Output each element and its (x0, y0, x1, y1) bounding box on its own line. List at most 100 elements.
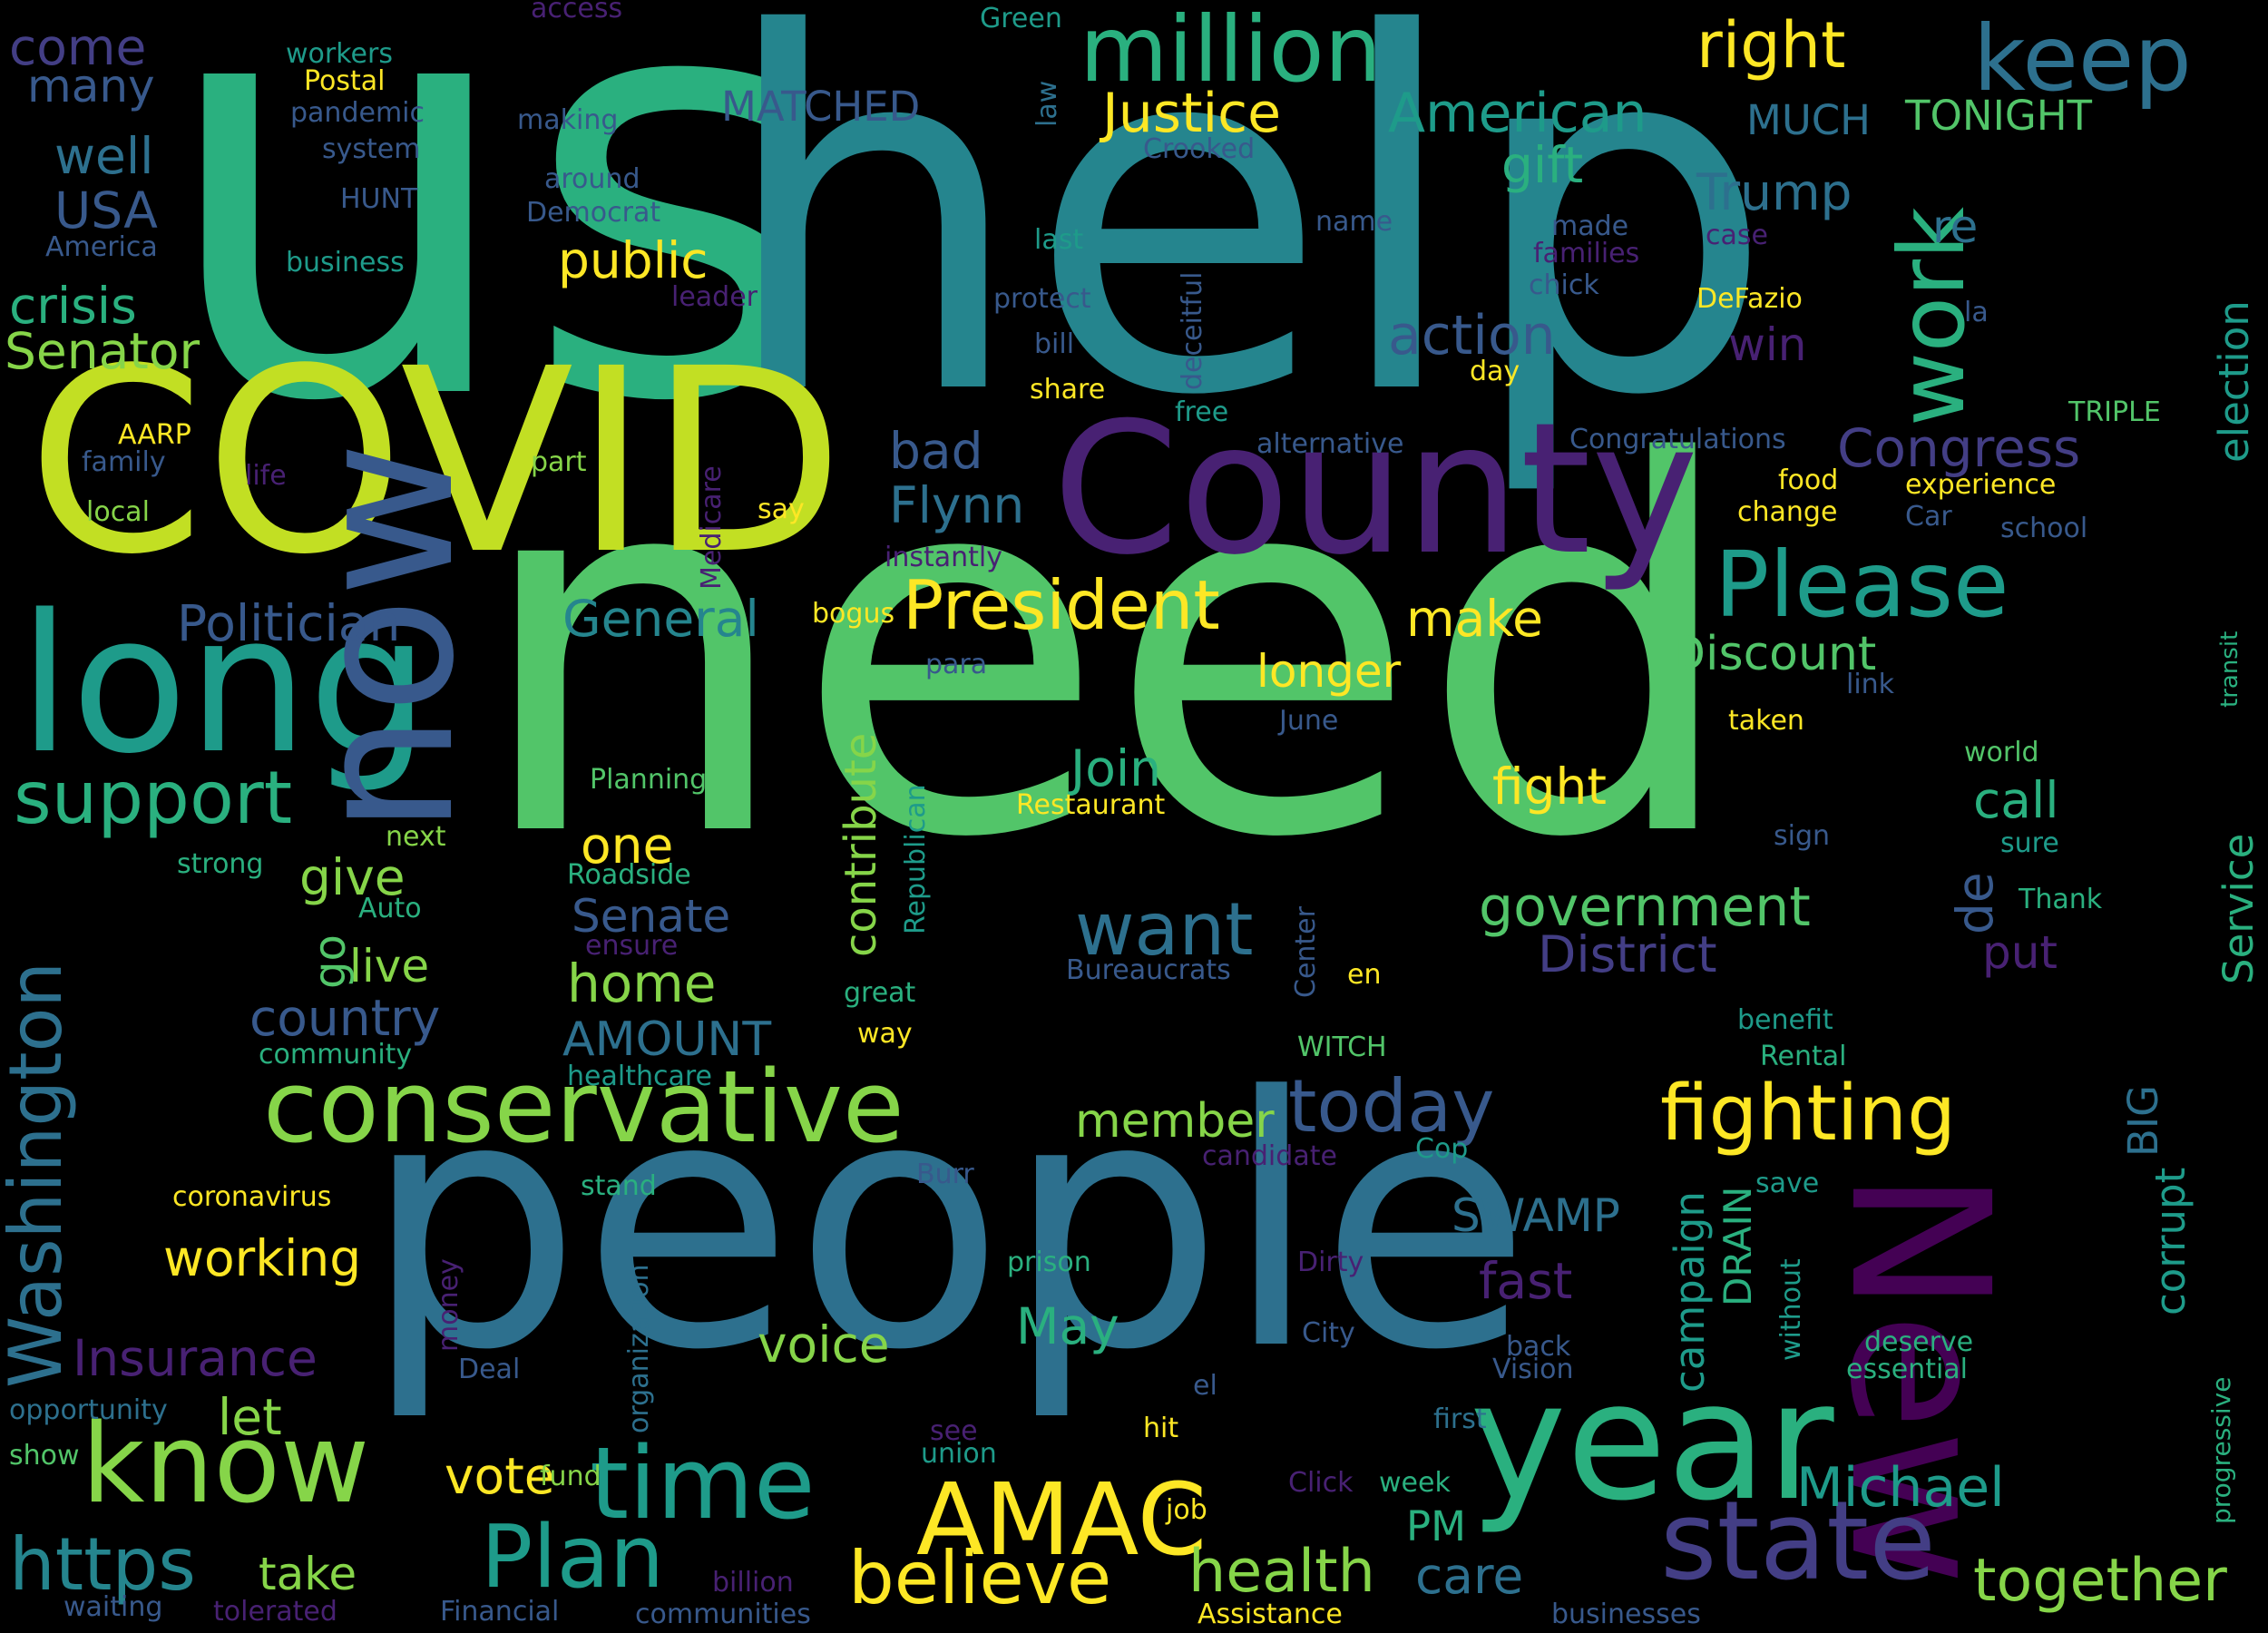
word-la: la (1964, 297, 1989, 328)
word-instantly: instantly (885, 542, 1002, 573)
word-campaign: campaign (1666, 1191, 1714, 1393)
word-crisis: crisis (9, 277, 137, 335)
word-health: health (1188, 1538, 1375, 1606)
word-time: time (590, 1425, 816, 1541)
word-senate: Senate (572, 890, 731, 943)
word-planning: Planning (590, 764, 708, 796)
word-amac: AMAC (916, 1462, 1207, 1578)
word-witch: WITCH (1297, 1032, 1387, 1063)
word-bureaucrats: Bureaucrats (1066, 954, 1231, 986)
word-medicare: Medicare (696, 465, 728, 590)
word-covid: COVID (27, 315, 845, 611)
word-progressive: progressive (2206, 1376, 2236, 1524)
word-money: money (433, 1258, 464, 1352)
word-https: https (9, 1522, 196, 1607)
word-healthcare: healthcare (567, 1061, 712, 1092)
word-workers: workers (286, 38, 393, 70)
word-justice: Justice (1102, 82, 1282, 145)
word-pandemic: pandemic (290, 97, 425, 129)
word-without: without (1775, 1258, 1807, 1361)
word-win: win (1728, 318, 1807, 371)
word-communities: communities (635, 1599, 811, 1630)
word-law: law (1031, 80, 1063, 127)
word-last: last (1034, 224, 1084, 256)
word-next: next (386, 821, 446, 853)
word-prison: prison (1007, 1247, 1091, 1278)
word-corrupt: corrupt (2146, 1167, 2195, 1315)
word-crooked: Crooked (1143, 133, 1256, 165)
word-keep: keep (1973, 5, 2192, 112)
word-together: together (1973, 1547, 2227, 1615)
word-june: June (1279, 705, 1339, 737)
word-case: case (1706, 220, 1768, 251)
word-dirty: Dirty (1297, 1247, 1364, 1278)
word-week: week (1379, 1467, 1451, 1499)
word-vision: Vision (1492, 1354, 1574, 1385)
word-burr: Burr (916, 1159, 974, 1190)
word-general: General (562, 590, 759, 648)
word-families: families (1533, 238, 1640, 269)
word-president: President (903, 565, 1220, 645)
word-stand: stand (581, 1170, 657, 1202)
word-great: great (844, 977, 916, 1009)
word-support: support (14, 756, 293, 840)
word-people: people (363, 1023, 1532, 1425)
word-benefit: benefit (1737, 1004, 1833, 1036)
word-plan: Plan (481, 1508, 665, 1608)
word-deal: Deal (458, 1354, 521, 1385)
word-world: world (1964, 737, 2039, 768)
word-conservative: conservative (263, 1049, 904, 1165)
word-leader: leader (671, 281, 758, 313)
word-union: union (921, 1438, 997, 1470)
word-tonight: TONIGHT (1905, 92, 2093, 140)
word-ensure: ensure (585, 930, 679, 962)
word-organization: organization (623, 1264, 655, 1433)
word-para: para (925, 649, 988, 680)
word-need: need (472, 357, 1742, 949)
word-democrat: Democrat (526, 197, 661, 229)
word-give: give (299, 848, 406, 906)
word-government: government (1479, 875, 1811, 939)
word-care: care (1415, 1547, 1524, 1605)
word-republican: Republican (900, 784, 932, 934)
word-coronavirus: coronavirus (172, 1181, 332, 1213)
word-de: de (1946, 872, 2004, 934)
word-discount: Discount (1669, 627, 1877, 681)
word-tolerated: tolerated (213, 1596, 337, 1628)
word-take: take (259, 1548, 357, 1600)
word-local: local (86, 496, 150, 528)
word-alternative: alternative (1256, 428, 1404, 460)
word-el: el (1193, 1370, 1217, 1402)
word-chick: chick (1529, 269, 1599, 301)
word-bad: bad (889, 422, 983, 480)
word-back: back (1506, 1331, 1571, 1363)
word-join: Join (1070, 739, 1162, 797)
word-america: America (45, 231, 158, 263)
word-action: action (1388, 304, 1556, 367)
word-center: Center (1290, 906, 1322, 998)
word-want: want (1075, 887, 1254, 972)
word-service: Service (2214, 833, 2263, 984)
word-please: Please (1715, 532, 2009, 638)
word-vote: vote (445, 1447, 555, 1505)
word-member: member (1075, 1094, 1275, 1149)
word-candidate: candidate (1202, 1140, 1337, 1172)
word-sign: sign (1774, 820, 1831, 852)
word-longer: longer (1256, 645, 1402, 698)
word-free: free (1175, 396, 1229, 428)
word-waiting: waiting (64, 1591, 163, 1623)
word-job: job (1166, 1494, 1207, 1526)
word-essential: essential (1846, 1354, 1969, 1385)
word-insurance: Insurance (73, 1329, 318, 1387)
word-life: life (245, 460, 287, 492)
word-family: family (82, 446, 166, 478)
word-triple: TRIPLE (2068, 396, 2161, 428)
word-hit: hit (1143, 1413, 1179, 1444)
word-gift: gift (1501, 136, 1584, 194)
word-experience: experience (1905, 469, 2057, 501)
word-district: District (1538, 925, 1717, 983)
word-us: us (154, 0, 826, 528)
word-green: Green (980, 3, 1062, 34)
word-sure: sure (2000, 827, 2059, 859)
word-country: country (249, 989, 441, 1047)
